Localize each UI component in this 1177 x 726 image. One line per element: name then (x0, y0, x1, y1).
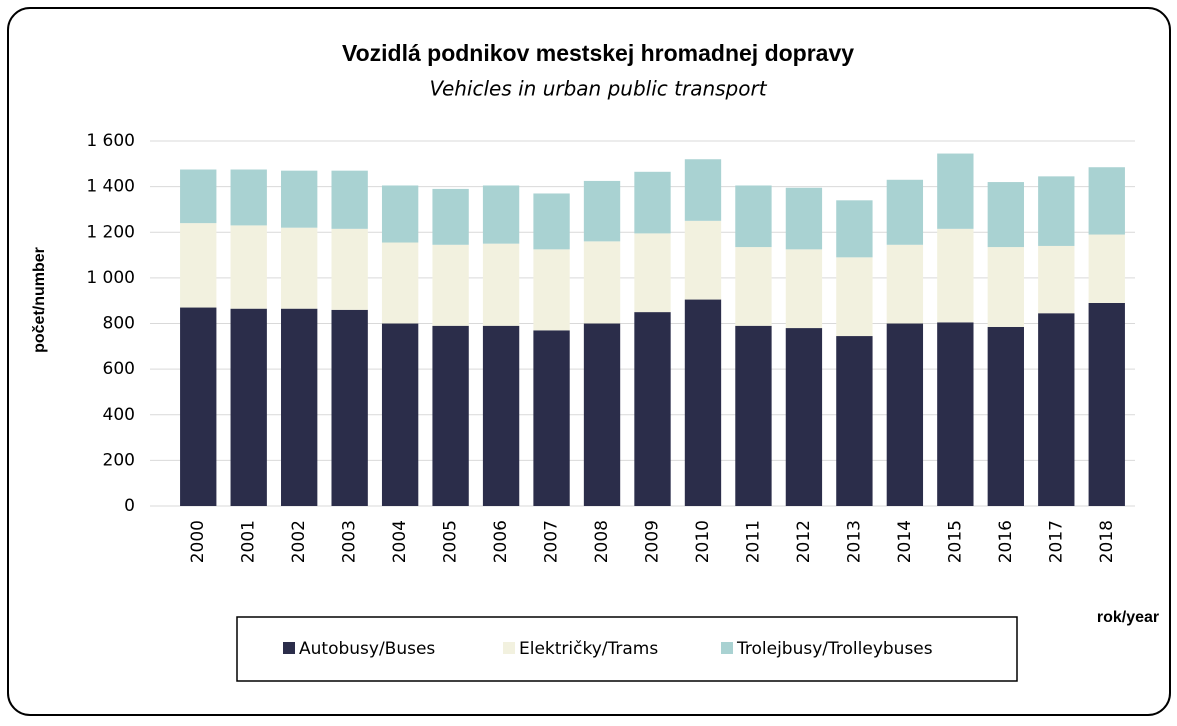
x-tick-label: 2005 (441, 520, 461, 563)
bar-segment (432, 188, 469, 245)
bar-segment (1088, 234, 1125, 303)
x-tick-label: 2011 (743, 520, 763, 563)
y-tick-label: 800 (103, 314, 135, 334)
bar-segment (331, 228, 368, 310)
bar-segment (735, 185, 772, 248)
legend-label: Električky/Trams (519, 639, 658, 659)
x-tick-label: 2000 (188, 520, 208, 563)
chart-subtitle: Vehicles in urban public transport (429, 77, 767, 101)
y-tick-label: 1 400 (86, 177, 135, 197)
bar-segment (1038, 245, 1075, 314)
y-tick-label: 1 200 (86, 222, 135, 242)
bar-segment (937, 228, 974, 323)
legend-label: Trolejbusy/Trolleybuses (736, 639, 933, 659)
bar-segment (785, 187, 823, 250)
bar-segment (634, 312, 671, 506)
bar-segment (331, 309, 368, 506)
x-tick-label: 2016 (996, 520, 1016, 563)
bar-segment (281, 227, 318, 309)
bar-segment (886, 179, 924, 245)
bar-segment (583, 180, 621, 242)
bar-segment (180, 223, 217, 308)
bar-segment (735, 325, 772, 506)
y-axis-title: počet/number (31, 247, 48, 353)
bar-segment (281, 170, 318, 228)
bar-segment (533, 193, 570, 250)
bar-segment (836, 336, 873, 506)
chart-title: Vozidlá podnikov mestskej hromadnej dopr… (342, 40, 854, 66)
x-tick-label: 2009 (643, 520, 663, 563)
x-tick-label: 2015 (945, 520, 965, 563)
bar-segment (836, 257, 873, 337)
bar-segment (482, 243, 520, 326)
bar-segment (583, 323, 621, 506)
bar-segment (381, 185, 419, 243)
x-tick-label: 2008 (592, 520, 612, 563)
bar-segment (684, 299, 722, 506)
x-tick-label: 2014 (895, 520, 915, 563)
bar-segment (482, 185, 520, 244)
bar-segment (684, 159, 722, 221)
bar-segment (230, 169, 267, 226)
bar-segment (987, 247, 1024, 327)
bar-segment (684, 220, 722, 300)
x-tick-label: 2010 (693, 520, 713, 563)
x-tick-label: 2004 (390, 520, 410, 563)
y-tick-label: 200 (103, 450, 135, 470)
legend-swatch (503, 642, 515, 654)
bar-segment (180, 169, 217, 224)
legend-swatch (721, 642, 733, 654)
bar-segment (230, 308, 267, 506)
bar-segment (987, 326, 1024, 506)
y-tick-label: 1 600 (86, 131, 135, 151)
y-tick-label: 400 (103, 405, 135, 425)
y-tick-label: 1 000 (86, 268, 135, 288)
bar-segment (381, 323, 419, 506)
bar-segment (482, 325, 520, 506)
bar-segment (432, 244, 469, 326)
bar-segment (1038, 313, 1075, 506)
bar-segment (634, 233, 671, 313)
x-tick-label: 2007 (542, 520, 562, 563)
bar-segment (381, 242, 419, 324)
bar-segment (432, 325, 469, 506)
bar-segment (937, 153, 974, 229)
x-tick-label: 2017 (1046, 520, 1066, 563)
legend-swatch (283, 642, 295, 654)
y-tick-label: 600 (103, 359, 135, 379)
bar-segment (180, 307, 217, 506)
bar-segment (836, 200, 873, 258)
x-tick-label: 2002 (289, 520, 309, 563)
x-tick-label: 2013 (844, 520, 864, 563)
legend-box (236, 616, 1018, 682)
bar-segment (583, 241, 621, 324)
bar-segment (533, 249, 570, 331)
x-tick-label: 2001 (239, 520, 259, 563)
bar-segment (1088, 167, 1125, 235)
bar-segment (1038, 176, 1075, 246)
bar-segment (281, 308, 318, 506)
bar-segment (785, 328, 823, 506)
bar-segment (785, 249, 823, 329)
x-tick-label: 2006 (491, 520, 511, 563)
y-tick-label: 0 (124, 496, 135, 516)
bar-segment (230, 225, 267, 309)
bar-segment (735, 247, 772, 326)
x-axis-title: rok/year (1097, 609, 1159, 626)
bar-segment (634, 171, 671, 234)
x-tick-label: 2018 (1097, 520, 1117, 563)
bar-segment (987, 182, 1024, 248)
bar-segment (331, 170, 368, 229)
bar-segment (533, 330, 570, 506)
legend-label: Autobusy/Buses (299, 639, 435, 659)
bar-segment (937, 322, 974, 506)
bar-segment (886, 323, 924, 506)
bar-segment (886, 244, 924, 324)
x-tick-label: 2012 (794, 520, 814, 563)
bar-segment (1088, 302, 1125, 506)
x-tick-label: 2003 (340, 520, 360, 563)
